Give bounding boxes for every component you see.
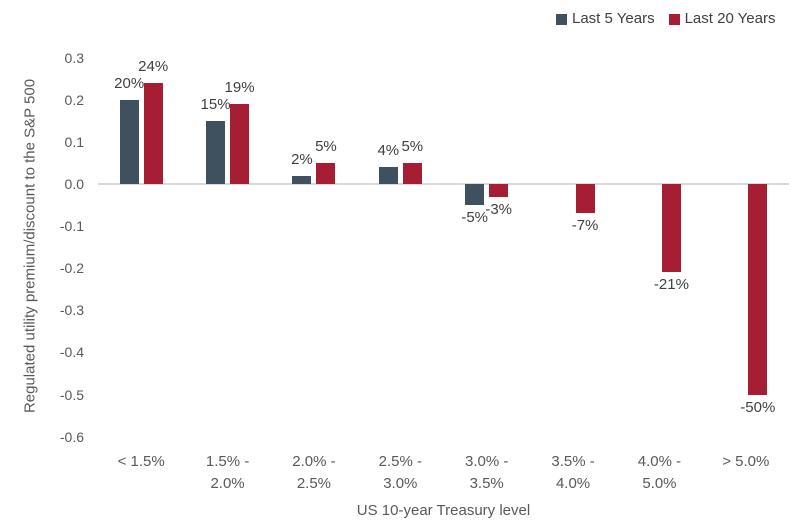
- y-tick-label: 0.3: [64, 49, 84, 66]
- bar-value-label: 20%: [114, 74, 145, 92]
- bar-last-20-years: [402, 162, 422, 184]
- bar-value-label: 5%: [401, 137, 424, 155]
- bar-value-label: 5%: [315, 137, 337, 155]
- bar-value-label: 19%: [224, 79, 255, 96]
- zero-gridline: [98, 183, 789, 185]
- bar-value-label: -5%: [461, 209, 489, 227]
- bar-last-20-years: [230, 104, 250, 184]
- bar-last-5-years: [465, 184, 485, 206]
- y-tick-label: 0.0: [64, 176, 84, 192]
- x-category-label: > 5.0%: [722, 453, 770, 470]
- bar-value-label: 24%: [138, 57, 169, 75]
- bar-last-5-years: [119, 99, 139, 184]
- y-tick-label: -0.4: [59, 344, 84, 361]
- legend-swatch-last-5-years-icon: [556, 13, 567, 25]
- x-axis-title: US 10-year Treasury level: [356, 502, 531, 519]
- legend-swatch-last-20-years-icon: [668, 13, 680, 25]
- legend-item-last-20-years: Last 20 Years: [668, 10, 776, 28]
- bar-last-20-years: [748, 184, 768, 395]
- y-tick-label: -0.3: [59, 302, 84, 319]
- y-tick-label: 0.1: [64, 133, 84, 150]
- y-tick-label: 0.2: [64, 91, 84, 108]
- bar-value-label: 2%: [291, 150, 313, 168]
- legend-item-last-5-years: Last 5 Years: [556, 10, 655, 28]
- x-category-label: 3.5% - 4.0%: [551, 453, 595, 492]
- bar-value-label: -21%: [653, 276, 689, 294]
- y-tick-label: -0.6: [59, 428, 84, 445]
- bar-last-20-years: [575, 184, 595, 214]
- x-category-label: 2.0% - 2.5%: [292, 453, 336, 492]
- legend: Last 5 Years Last 20 Years: [556, 10, 776, 28]
- bar-last-20-years: [661, 184, 681, 273]
- bar-value-label: -3%: [485, 200, 513, 218]
- y-tick-label: -0.1: [59, 218, 84, 235]
- bar-value-label: 4%: [377, 142, 400, 160]
- y-tick-label: -0.5: [59, 386, 84, 403]
- x-category-label: < 1.5%: [117, 453, 165, 470]
- legend-label-last-5-years: Last 5 Years: [572, 10, 655, 27]
- x-category-label: 4.0% - 5.0%: [637, 453, 682, 492]
- legend-label-last-20-years: Last 20 Years: [684, 10, 776, 27]
- bar-last-5-years: [292, 175, 312, 184]
- y-axis-title: Regulated utility premium/discount to th…: [21, 78, 39, 414]
- x-category-label: 3.0% - 3.5%: [465, 453, 509, 492]
- bar-last-5-years: [378, 167, 398, 184]
- bar-last-20-years: [143, 82, 163, 184]
- bar-last-20-years: [316, 162, 336, 184]
- bar-last-5-years: [206, 120, 226, 184]
- x-category-label: 1.5% - 2.0%: [205, 453, 250, 492]
- bar-last-20-years: [489, 184, 509, 197]
- bar-value-label: -7%: [571, 217, 599, 235]
- bar-value-label: 15%: [200, 95, 231, 113]
- bar-value-label: -50%: [740, 398, 776, 416]
- x-category-label: 2.5% - 3.0%: [378, 453, 422, 492]
- y-tick-label: -0.2: [59, 260, 84, 277]
